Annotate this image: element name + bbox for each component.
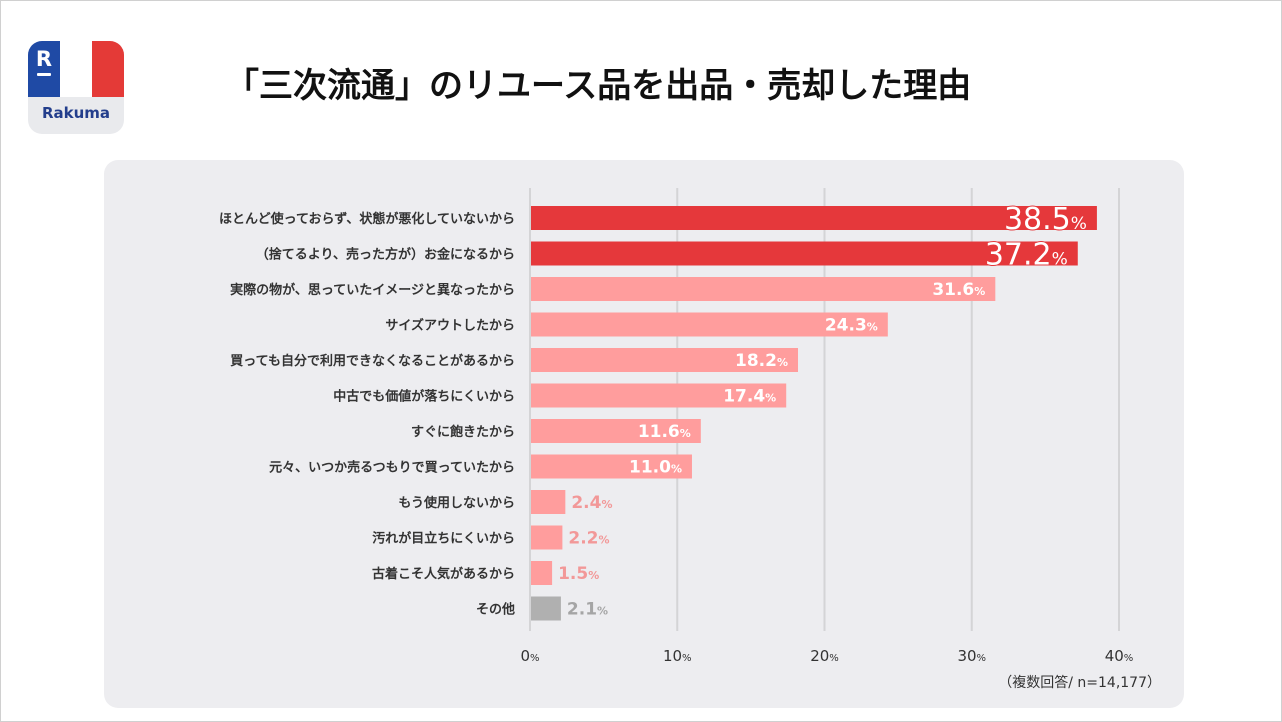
bar-3 xyxy=(531,277,996,301)
rakuma-logo: R Rakuma xyxy=(28,41,124,134)
value-label: 38.5% xyxy=(1004,202,1087,237)
bar-12 xyxy=(531,596,561,621)
x-tick-label-40: 40% xyxy=(1105,647,1134,665)
page-title: 「三次流通」のリユース品を出品・売却した理由 xyxy=(225,66,972,106)
x-tick-label-20: 20% xyxy=(810,647,839,665)
bar-11 xyxy=(531,561,553,585)
bar-8 xyxy=(531,454,692,479)
bar-2 xyxy=(531,241,1078,266)
value-label: 18.2% xyxy=(735,351,788,371)
value-label: 11.0% xyxy=(629,458,682,478)
value-label: 2.4% xyxy=(571,493,612,513)
category-label: （捨てるより、売った方が）お金になるから xyxy=(256,247,515,263)
category-label: 汚れが目立ちにくいから xyxy=(372,531,515,547)
logo-r-mark: R xyxy=(35,47,53,71)
value-label: 2.1% xyxy=(567,600,608,620)
bar-4 xyxy=(531,312,888,337)
logo-r-underline xyxy=(37,73,51,76)
bar-7 xyxy=(531,419,701,443)
value-label: 17.4% xyxy=(723,387,776,407)
category-label: その他 xyxy=(476,602,515,618)
logo-white-stripe xyxy=(60,41,92,97)
category-label: もう使用しないから xyxy=(398,495,515,511)
value-label: 24.3% xyxy=(825,316,878,336)
x-tick-label-0: 0% xyxy=(520,647,539,665)
category-label: 中古でも価値が落ちにくいから xyxy=(333,389,515,405)
category-label: サイズアウトしたから xyxy=(385,318,515,334)
logo-brand-name: Rakuma xyxy=(41,104,111,122)
sample-note: （複数回答/ n=14,177） xyxy=(998,675,1161,691)
category-label: 実際の物が、思っていたイメージと異なったから xyxy=(230,282,515,298)
value-label: 2.2% xyxy=(568,529,609,549)
category-label: 古着こそ人気があるから xyxy=(372,566,515,582)
x-tick-label-10: 10% xyxy=(663,647,692,665)
logo-red-stripe xyxy=(92,41,124,97)
value-label: 31.6% xyxy=(932,280,985,300)
category-label: 元々、いつか売るつもりで買っていたから xyxy=(269,460,515,476)
value-label: 37.2% xyxy=(985,238,1068,273)
category-label: 買っても自分で利用できなくなることがあるから xyxy=(230,353,515,369)
category-label: ほとんど使っておらず、状態が悪化していないから xyxy=(219,211,515,227)
logo-blue-stripe xyxy=(28,41,60,97)
x-tick-label-30: 30% xyxy=(957,647,986,665)
bar-10 xyxy=(531,525,563,550)
bar-6 xyxy=(531,383,787,408)
value-label: 11.6% xyxy=(638,422,691,442)
value-label: 1.5% xyxy=(558,564,599,584)
bar-1 xyxy=(531,206,1097,230)
bar-9 xyxy=(531,490,566,514)
bar-5 xyxy=(531,348,798,372)
category-label: すぐに飽きたから xyxy=(411,424,515,440)
